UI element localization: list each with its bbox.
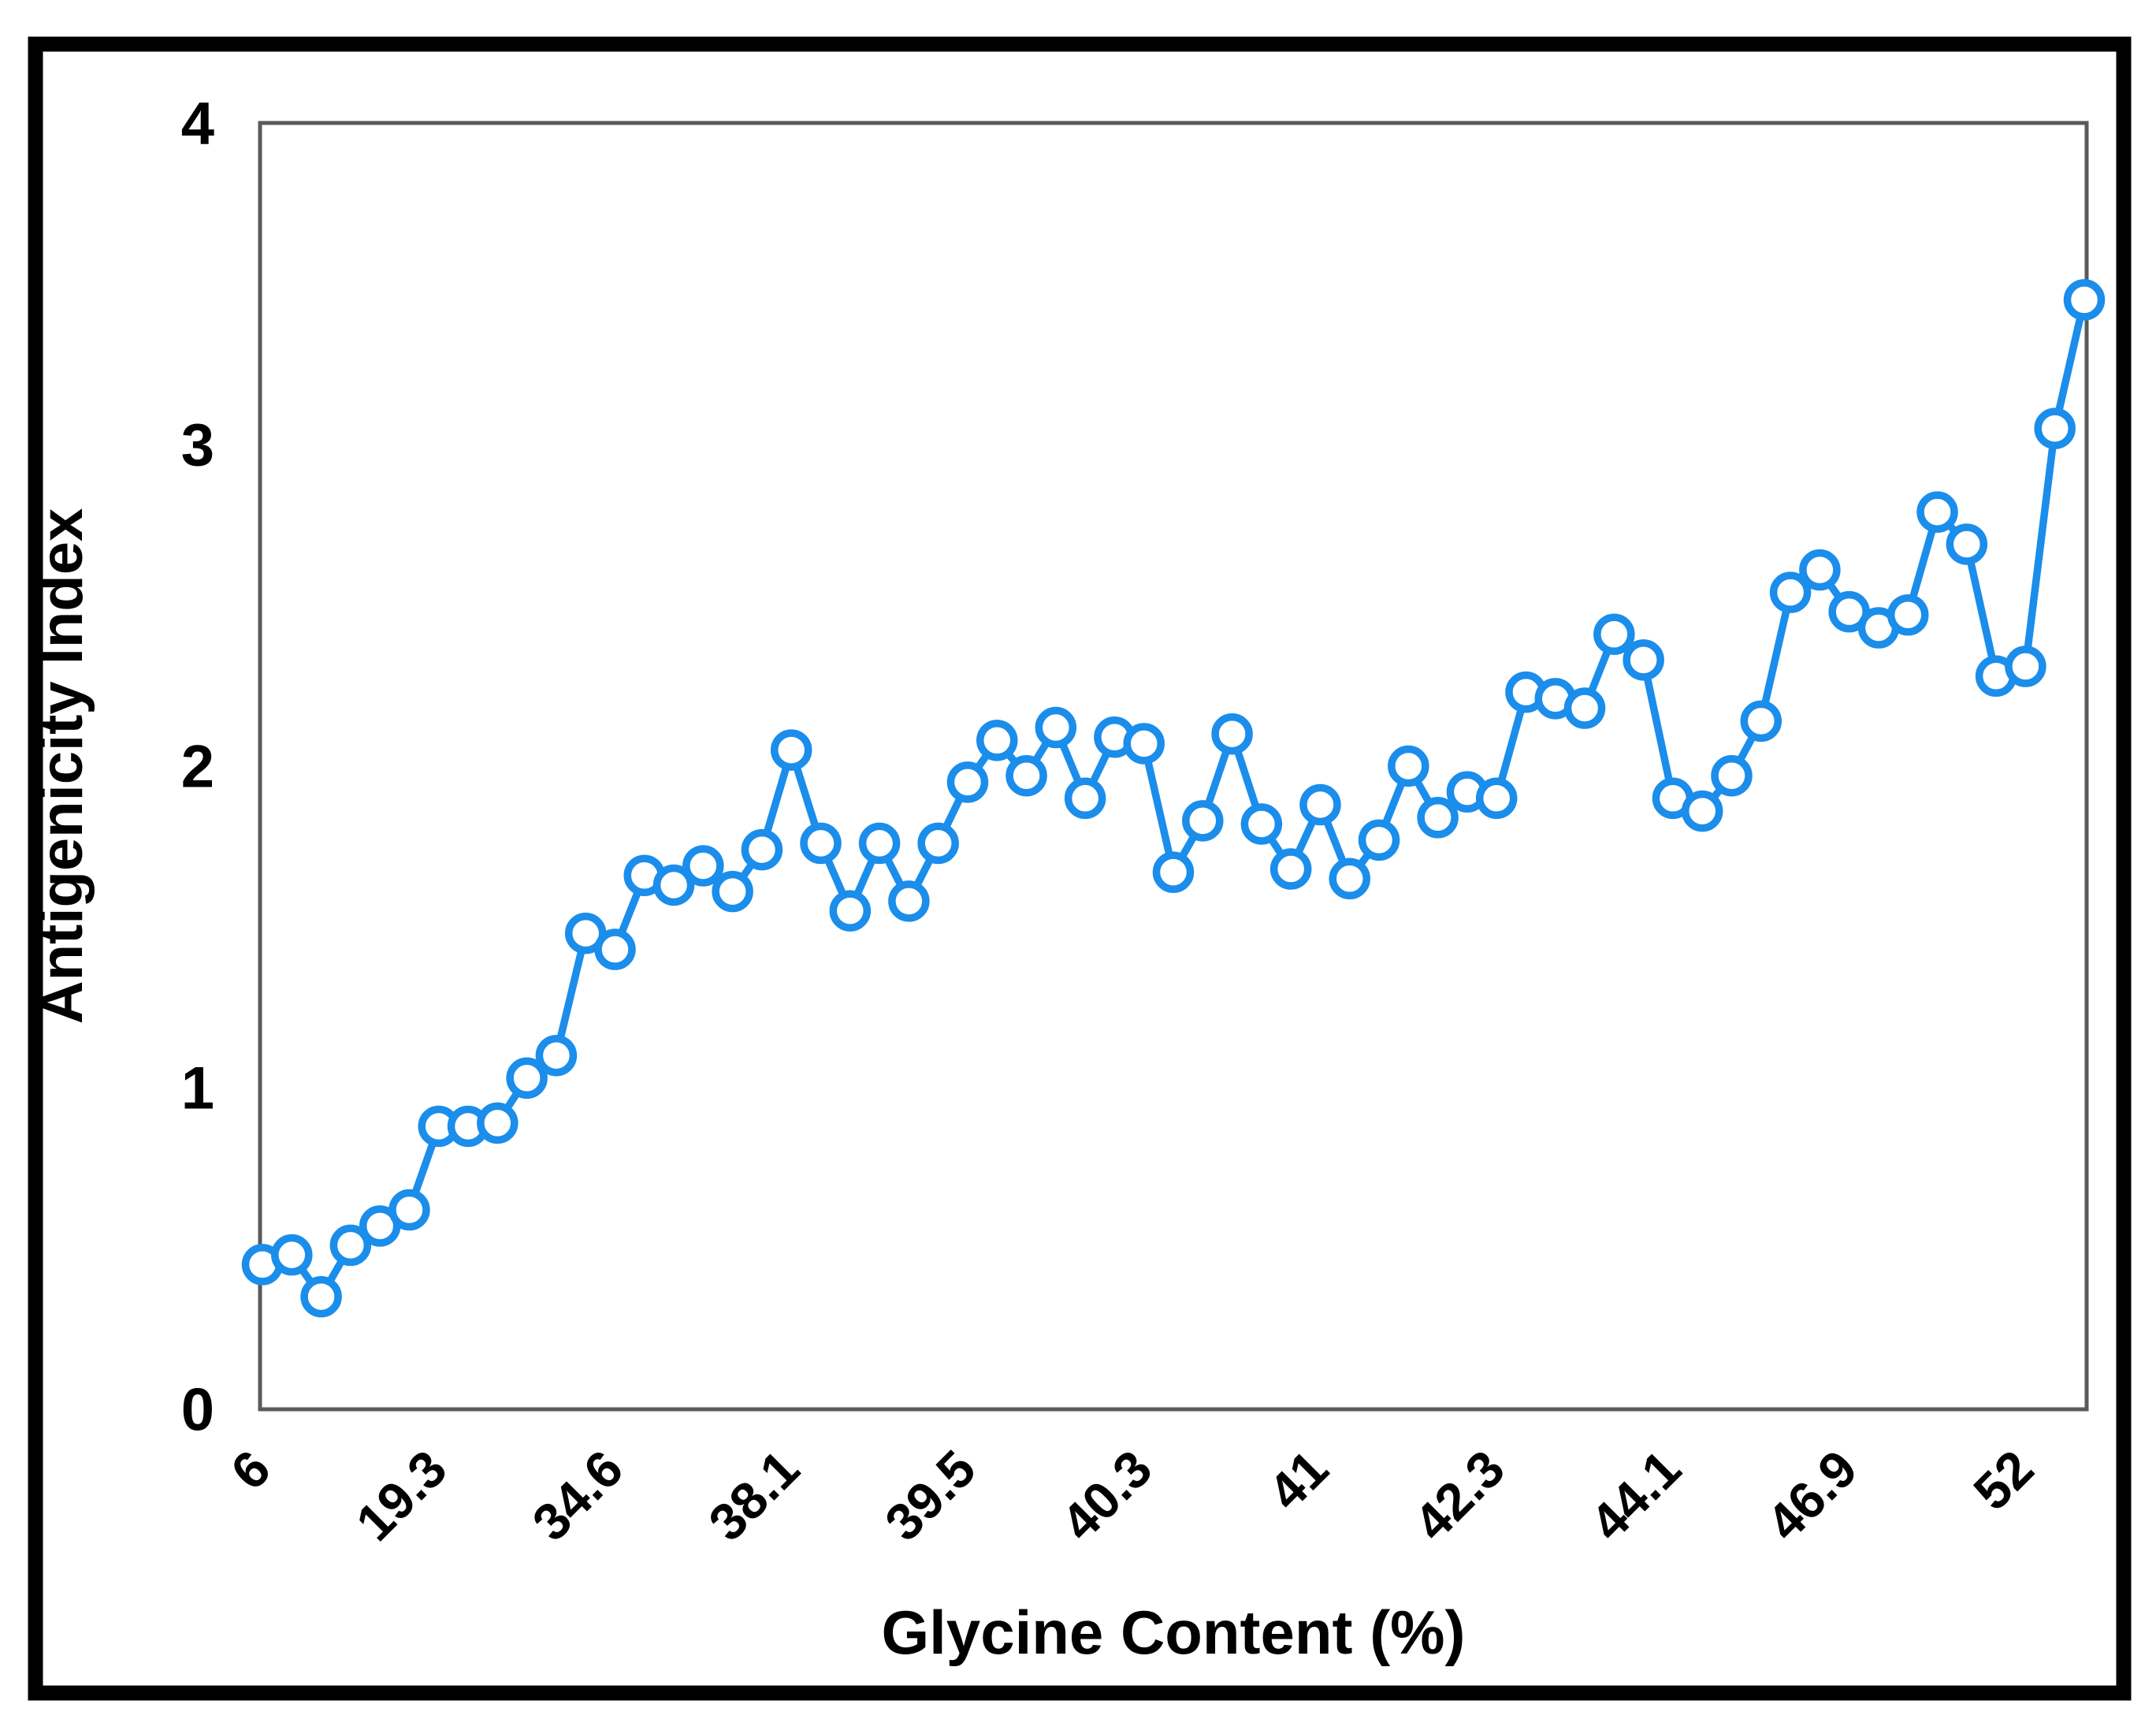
data-point xyxy=(1475,777,1518,820)
y-axis-tick-labels: 0 1 2 3 4 xyxy=(181,91,214,1444)
x-axis-tick-labels: 6 19.3 34.6 38.1 39.5 40.3 41 42.3 44.1 46.9 52 xyxy=(220,1439,2045,1552)
data-point xyxy=(800,822,842,865)
data-point xyxy=(1916,491,1958,533)
data-point xyxy=(388,1189,430,1231)
y-tick-label: 4 xyxy=(181,91,214,158)
data-point xyxy=(535,1034,578,1077)
data-point xyxy=(1211,713,1253,755)
x-tick-label: 42.3 xyxy=(1403,1439,1515,1552)
data-point xyxy=(1329,858,1370,900)
data-point xyxy=(946,761,989,803)
x-tick-label: 41 xyxy=(1257,1439,1339,1521)
outer-frame xyxy=(28,36,2132,1701)
data-point xyxy=(1946,523,1988,565)
data-point xyxy=(829,890,872,932)
data-point xyxy=(1681,790,1723,832)
x-tick-label: 39.5 xyxy=(874,1439,987,1552)
data-point xyxy=(1240,803,1283,845)
data-point xyxy=(594,928,636,970)
y-tick-label: 0 xyxy=(181,1377,214,1444)
data-point xyxy=(741,828,783,871)
y-tick-label: 1 xyxy=(181,1055,214,1122)
x-tick-label: 19.3 xyxy=(344,1439,457,1552)
data-point xyxy=(1799,549,1841,591)
y-tick-label: 2 xyxy=(181,734,214,801)
data-point xyxy=(1299,783,1341,826)
x-tick-label: 44.1 xyxy=(1579,1439,1692,1552)
x-axis-title: Glycine Content (%) xyxy=(881,1598,1465,1667)
data-point xyxy=(1623,639,1664,681)
data-point xyxy=(652,864,695,906)
data-point xyxy=(506,1057,548,1100)
data-point xyxy=(1887,594,1929,636)
data-point xyxy=(1740,700,1782,742)
y-axis-title: Antigenicity Index xyxy=(28,508,95,1025)
data-point xyxy=(1152,851,1195,893)
data-point xyxy=(682,845,724,887)
data-point xyxy=(329,1224,372,1267)
x-tick-label: 34.6 xyxy=(521,1439,634,1552)
data-point xyxy=(1064,777,1106,820)
data-point xyxy=(1358,819,1400,861)
x-tick-label: 6 xyxy=(220,1439,281,1501)
data-point xyxy=(858,822,901,865)
data-point xyxy=(271,1234,313,1276)
data-point xyxy=(2034,407,2076,449)
data-point xyxy=(477,1102,519,1144)
data-point xyxy=(1269,848,1312,890)
x-tick-label: 38.1 xyxy=(697,1439,810,1552)
data-point xyxy=(888,880,930,922)
data-point xyxy=(976,720,1018,761)
data-point xyxy=(1769,571,1812,613)
data-point xyxy=(1593,613,1635,655)
x-tick-label: 52 xyxy=(1962,1439,2044,1521)
data-point xyxy=(1388,745,1429,787)
data-point xyxy=(1182,800,1224,842)
data-point xyxy=(1123,723,1165,765)
x-tick-label: 40.3 xyxy=(1050,1439,1162,1552)
plot-area xyxy=(258,121,2089,1412)
data-point xyxy=(300,1275,342,1318)
data-point xyxy=(1006,754,1047,797)
data-series xyxy=(241,279,2106,1318)
data-point xyxy=(770,729,812,771)
data-point xyxy=(712,870,753,913)
data-point xyxy=(2005,646,2046,687)
data-point xyxy=(917,822,959,865)
data-point xyxy=(1035,706,1077,749)
data-point xyxy=(2063,279,2106,321)
data-point xyxy=(1417,797,1459,839)
data-point xyxy=(1711,754,1753,797)
data-point xyxy=(1563,687,1606,729)
y-tick-label: 3 xyxy=(181,412,214,479)
x-tick-label: 46.9 xyxy=(1755,1439,1868,1552)
